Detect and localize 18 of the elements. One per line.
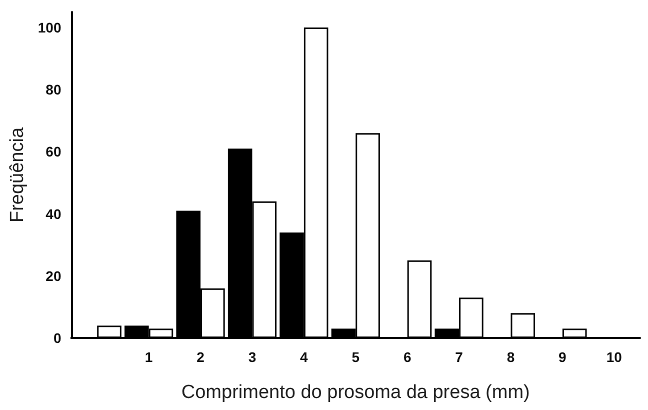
- x-tick-label: 10: [606, 349, 622, 365]
- y-tick-label: 60: [46, 144, 62, 160]
- x-tick-label: 6: [403, 349, 412, 365]
- x-tick-label: 4: [300, 349, 308, 365]
- x-tick-label: 1: [144, 349, 153, 365]
- x-axis-title: Comprimento do prosoma da presa (mm): [181, 382, 530, 403]
- y-axis-title: Freqüência: [7, 127, 28, 223]
- x-tick-label: 8: [506, 349, 515, 365]
- x-tick-label: 3: [248, 349, 256, 365]
- x-tick-label: 2: [196, 349, 205, 365]
- x-tick-label: 7: [455, 349, 464, 365]
- y-tick-label: 40: [46, 206, 62, 222]
- y-tick-label: 80: [46, 82, 62, 98]
- y-tick-label: 20: [46, 268, 62, 284]
- y-tick-label: 0: [53, 330, 62, 346]
- x-tick-label: 9: [558, 349, 567, 365]
- y-tick-label: 100: [38, 20, 62, 36]
- x-tick-label: 5: [352, 349, 360, 365]
